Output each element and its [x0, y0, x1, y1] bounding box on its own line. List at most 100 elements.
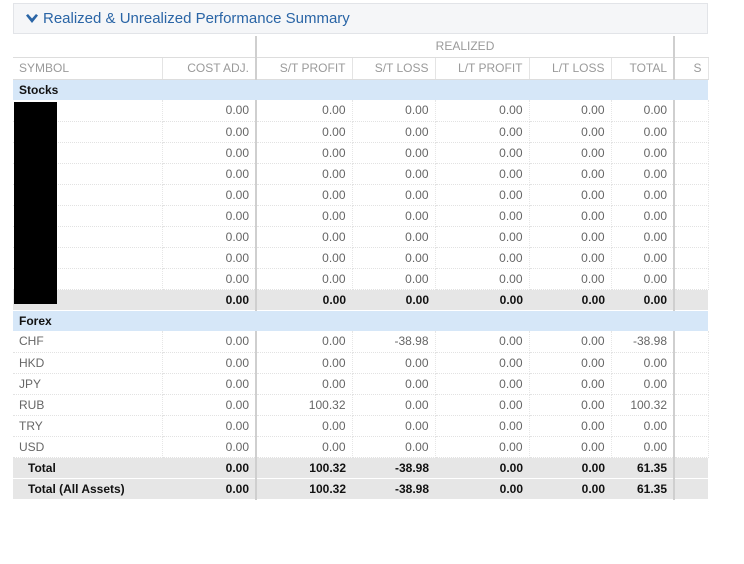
total-value: -38.98 [352, 478, 435, 500]
table-row[interactable]: 0.00 0.00 0.00 0.00 0.00 0.00 [13, 142, 709, 164]
value-cell: 0.00 [352, 352, 436, 374]
table-row[interactable]: RUB 0.00 100.32 0.00 0.00 0.00 100.32 [13, 394, 709, 416]
value-cell: 0.00 [162, 247, 257, 269]
value-cell: 0.00 [435, 373, 530, 395]
section-label: Forex [13, 310, 709, 331]
value-cell: 0.00 [352, 268, 436, 290]
value-cell: 0.00 [256, 163, 353, 185]
column-header[interactable]: COST ADJ. [162, 57, 257, 80]
total-value: 61.35 [611, 478, 676, 500]
table-row[interactable]: 0.00 0.00 0.00 0.00 0.00 0.00 [13, 100, 709, 122]
value-cell: 0.00 [162, 205, 257, 227]
value-cell: 0.00 [611, 205, 676, 227]
value-cell: 0.00 [352, 415, 436, 437]
value-cell: 0.00 [529, 394, 612, 416]
column-header[interactable]: L/T LOSS [529, 57, 612, 80]
column-header[interactable]: L/T PROFIT [435, 57, 530, 80]
value-cell: 0.00 [435, 247, 530, 269]
table-row[interactable]: USD 0.00 0.00 0.00 0.00 0.00 0.00 [13, 436, 709, 458]
value-cell: 0.00 [435, 268, 530, 290]
value-cell [674, 415, 709, 437]
value-cell [674, 163, 709, 185]
value-cell: 0.00 [162, 373, 257, 395]
value-cell: 0.00 [256, 121, 353, 143]
value-cell [674, 331, 709, 353]
value-cell: 0.00 [256, 205, 353, 227]
value-cell: 0.00 [162, 226, 257, 248]
column-header[interactable]: S/T PROFIT [256, 57, 353, 80]
value-cell: 0.00 [611, 184, 676, 206]
total-row: Total 0.00 100.32 -38.98 0.00 0.00 61.35 [13, 457, 709, 479]
section-header[interactable]: Realized & Unrealized Performance Summar… [13, 3, 708, 34]
table-row[interactable]: 0.00 0.00 0.00 0.00 0.00 0.00 [13, 163, 709, 185]
value-cell: 0.00 [611, 415, 676, 437]
value-cell: 0.00 [352, 100, 436, 122]
table-row[interactable]: TRY 0.00 0.00 0.00 0.00 0.00 0.00 [13, 415, 709, 437]
table-row[interactable]: 0.00 0.00 0.00 0.00 0.00 0.00 [13, 268, 709, 290]
column-header[interactable]: TOTAL [611, 57, 676, 80]
table-row[interactable]: 0.00 0.00 0.00 0.00 0.00 0.00 [13, 247, 709, 269]
value-cell: 0.00 [529, 100, 612, 122]
table-row[interactable]: 0.00 0.00 0.00 0.00 0.00 0.00 [13, 121, 709, 143]
symbol-cell[interactable]: JPY [13, 373, 163, 395]
value-cell: 0.00 [435, 394, 530, 416]
total-value [674, 289, 709, 311]
value-cell: 0.00 [162, 415, 257, 437]
group-spacer [674, 36, 709, 58]
column-header[interactable]: S [674, 57, 709, 80]
value-cell: 0.00 [611, 142, 676, 164]
table-row[interactable]: JPY 0.00 0.00 0.00 0.00 0.00 0.00 [13, 373, 709, 395]
total-value: 0.00 [529, 289, 611, 311]
redacted-symbols [14, 102, 57, 304]
total-label: Total (All Assets) [13, 478, 162, 500]
total-value [674, 457, 709, 479]
value-cell: 0.00 [611, 100, 676, 122]
value-cell: 0.00 [352, 121, 436, 143]
column-header[interactable]: SYMBOL [13, 57, 163, 80]
value-cell [674, 121, 709, 143]
table-row[interactable]: 0.00 0.00 0.00 0.00 0.00 0.00 [13, 226, 709, 248]
value-cell: 100.32 [256, 394, 353, 416]
performance-table: REALIZED SYMBOL COST ADJ. S/T PROFIT S/T LO… [13, 36, 709, 500]
value-cell: 0.00 [529, 121, 612, 143]
value-cell: 0.00 [435, 100, 530, 122]
section-title: Realized & Unrealized Performance Summar… [43, 10, 350, 27]
symbol-cell[interactable]: CHF [13, 331, 163, 353]
column-header[interactable]: S/T LOSS [352, 57, 436, 80]
value-cell: 0.00 [529, 373, 612, 395]
value-cell [674, 142, 709, 164]
table-row[interactable]: 0.00 0.00 0.00 0.00 0.00 0.00 [13, 184, 709, 206]
chevron-down-icon[interactable] [26, 13, 38, 24]
value-cell: 0.00 [256, 436, 353, 458]
value-cell: 0.00 [529, 205, 612, 227]
symbol-cell[interactable]: USD [13, 436, 163, 458]
symbol-cell[interactable]: RUB [13, 394, 163, 416]
value-cell [674, 352, 709, 374]
value-cell: 0.00 [256, 373, 353, 395]
value-cell: -38.98 [611, 331, 676, 353]
value-cell: 0.00 [529, 436, 612, 458]
symbol-cell[interactable]: HKD [13, 352, 163, 374]
value-cell: 0.00 [529, 331, 612, 353]
table-row[interactable]: HKD 0.00 0.00 0.00 0.00 0.00 0.00 [13, 352, 709, 374]
value-cell: 0.00 [256, 100, 353, 122]
value-cell: 0.00 [611, 373, 676, 395]
section-label: Stocks [13, 79, 709, 100]
table-row[interactable]: CHF 0.00 0.00 -38.98 0.00 0.00 -38.98 [13, 331, 709, 353]
value-cell: 0.00 [529, 268, 612, 290]
table-row[interactable]: 0.00 0.00 0.00 0.00 0.00 0.00 [13, 205, 709, 227]
total-value [674, 478, 709, 500]
symbol-cell[interactable]: TRY [13, 415, 163, 437]
total-value: 100.32 [256, 478, 352, 500]
value-cell: 0.00 [162, 142, 257, 164]
value-cell: 0.00 [162, 184, 257, 206]
value-cell: 0.00 [162, 331, 257, 353]
value-cell: 0.00 [162, 436, 257, 458]
value-cell: 0.00 [435, 184, 530, 206]
value-cell: 0.00 [162, 121, 257, 143]
total-value: 0.00 [162, 457, 257, 479]
value-cell: 0.00 [352, 436, 436, 458]
value-cell: 0.00 [352, 142, 436, 164]
value-cell [674, 226, 709, 248]
total-value: 0.00 [435, 457, 529, 479]
